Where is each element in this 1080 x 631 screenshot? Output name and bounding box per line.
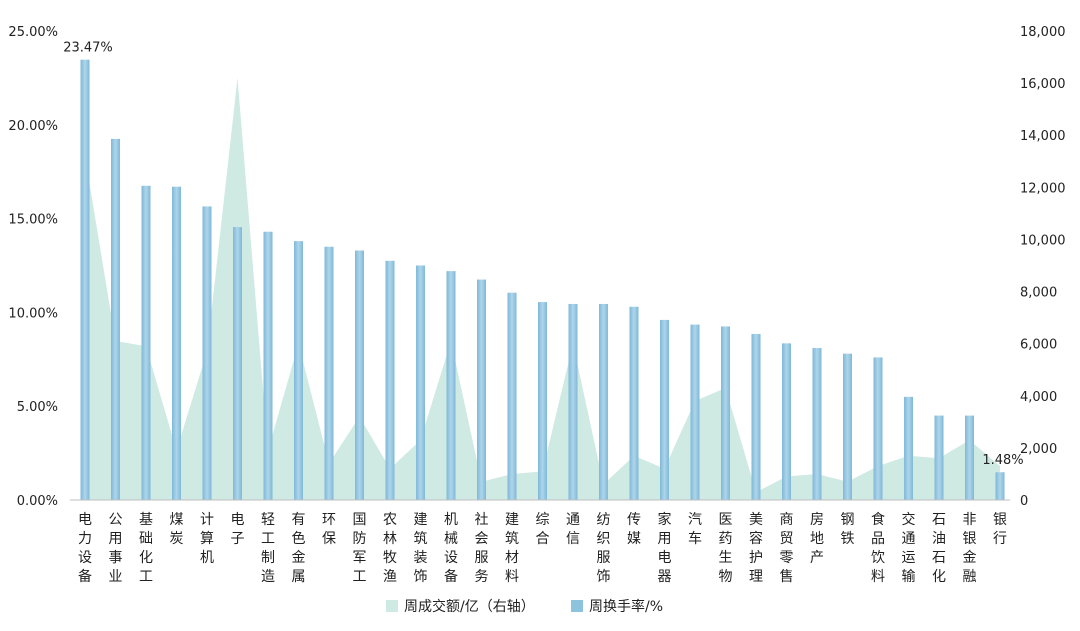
x-category-label: 综合 [536,512,550,547]
y-right-tick-label: 2,000 [1020,442,1057,457]
x-category-label: 电力设备 [78,512,92,585]
bar [812,348,822,500]
x-category-label: 国防军工 [353,512,367,585]
y-left-tick-label: 20.00% [8,119,58,134]
x-category-label: 石油石化 [932,512,946,585]
y-left-tick-label: 10.00% [8,306,58,321]
bar [141,185,151,500]
y-right-tick-label: 4,000 [1020,390,1057,405]
x-category-label: 食品饮料 [871,511,885,585]
label-layer: 23.47% 1.48% [63,41,1023,469]
data-label: 1.48% [982,453,1023,468]
y-right-tick-label: 18,000 [1020,25,1066,40]
bar [599,303,608,500]
x-category-label: 商贸零售 [780,512,794,585]
bar [294,241,303,500]
x-category-label: 电子 [231,512,245,547]
data-label: 23.47% [63,41,113,56]
bar [934,415,944,500]
y-right-tick-label: 12,000 [1020,181,1066,196]
bar [873,357,883,500]
x-category-label: 煤炭 [170,512,184,547]
y-right-tick-label: 6,000 [1020,338,1057,353]
bar [629,306,639,500]
x-category-label: 机械设备 [444,512,458,585]
area-point [237,77,238,78]
y-right-tick-label: 14,000 [1020,129,1066,144]
x-category-label: 基础化工 [139,511,153,585]
axis-layer: 0.00% 5.00% 10.00% 15.00% 20.00% 25.00% 0 2,000… [8,25,1065,585]
legend-swatch-area [386,600,398,612]
x-category-label: 社会服务 [475,512,489,585]
bar [233,227,242,501]
x-category-label: 公用事业 [109,512,123,585]
bar [80,59,90,501]
bar [660,319,669,500]
x-category-label: 汽车 [688,512,702,547]
bar [507,292,517,500]
x-category-label: 银行 [993,512,1007,547]
x-category-label: 环保 [322,512,336,547]
bar [263,231,273,500]
bar [111,138,120,500]
bar [843,353,852,500]
x-category-label: 传媒 [627,512,641,547]
legend-swatch-bar [571,600,583,612]
bar [416,265,425,500]
x-category-label: 通信 [566,512,580,547]
x-category-label: 有色金属 [292,512,306,585]
bar [965,415,974,500]
x-category-label: 轻工制造 [261,512,275,585]
y-left-tick-label: 15.00% [8,213,58,228]
x-category-label: 医药生物 [719,512,733,585]
x-category-label: 美容护理 [749,512,763,585]
x-category-label: 非银金融 [963,512,977,585]
x-category-label: 建筑材料 [505,512,519,585]
y-left-tick-label: 25.00% [8,25,58,40]
bar [355,250,364,500]
bar [477,279,486,500]
legend-label-bar: 周换手率/% [589,598,663,615]
x-category-label: 计算机 [200,512,214,566]
bar [385,260,395,500]
x-category-label: 交通运输 [902,511,916,585]
x-category-label: 建筑装饰 [414,512,428,585]
bar [568,303,578,500]
legend-label-area: 周成交额/亿（右轴） [404,598,535,615]
bar [690,324,700,500]
bar [324,246,334,500]
y-left-tick-label: 5.00% [17,400,58,415]
bar [721,326,730,500]
y-right-tick-label: 10,000 [1020,233,1066,248]
bar [446,271,456,500]
y-left-tick-label: 0.00% [17,494,58,509]
y-right-tick-label: 16,000 [1020,77,1066,92]
x-category-label: 纺织服饰 [597,512,611,585]
bar [995,472,1005,500]
legend: 周成交额/亿（右轴） 周换手率/% [386,598,663,615]
bar [751,333,761,500]
bar-layer [80,59,1005,501]
x-category-label: 房地产 [810,512,824,566]
x-category-label: 钢铁 [841,512,855,547]
bar [782,343,791,500]
y-right-tick-label: 0 [1020,494,1028,509]
x-category-label: 家用电器 [658,511,672,585]
bar [538,302,547,500]
y-right-tick-label: 8,000 [1020,286,1057,301]
x-category-label: 农林牧渔 [383,512,397,585]
bar [202,206,212,500]
bar [904,396,913,500]
bar [172,186,181,500]
